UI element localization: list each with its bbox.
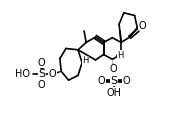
Text: O: O bbox=[38, 81, 46, 90]
Text: HO: HO bbox=[15, 69, 30, 79]
Polygon shape bbox=[113, 65, 114, 66]
Polygon shape bbox=[112, 59, 113, 60]
Text: H: H bbox=[82, 56, 89, 65]
Text: H: H bbox=[117, 51, 124, 60]
Polygon shape bbox=[113, 67, 114, 68]
Text: O: O bbox=[98, 76, 105, 86]
Polygon shape bbox=[112, 63, 113, 64]
Text: O: O bbox=[38, 58, 46, 68]
Text: S: S bbox=[110, 76, 117, 86]
Polygon shape bbox=[52, 71, 61, 75]
Text: S: S bbox=[38, 69, 45, 79]
Text: O: O bbox=[138, 21, 146, 31]
Text: OH: OH bbox=[106, 88, 121, 98]
Text: O: O bbox=[122, 76, 130, 86]
Text: O: O bbox=[49, 69, 56, 79]
Text: O: O bbox=[110, 64, 117, 74]
Polygon shape bbox=[112, 61, 113, 62]
